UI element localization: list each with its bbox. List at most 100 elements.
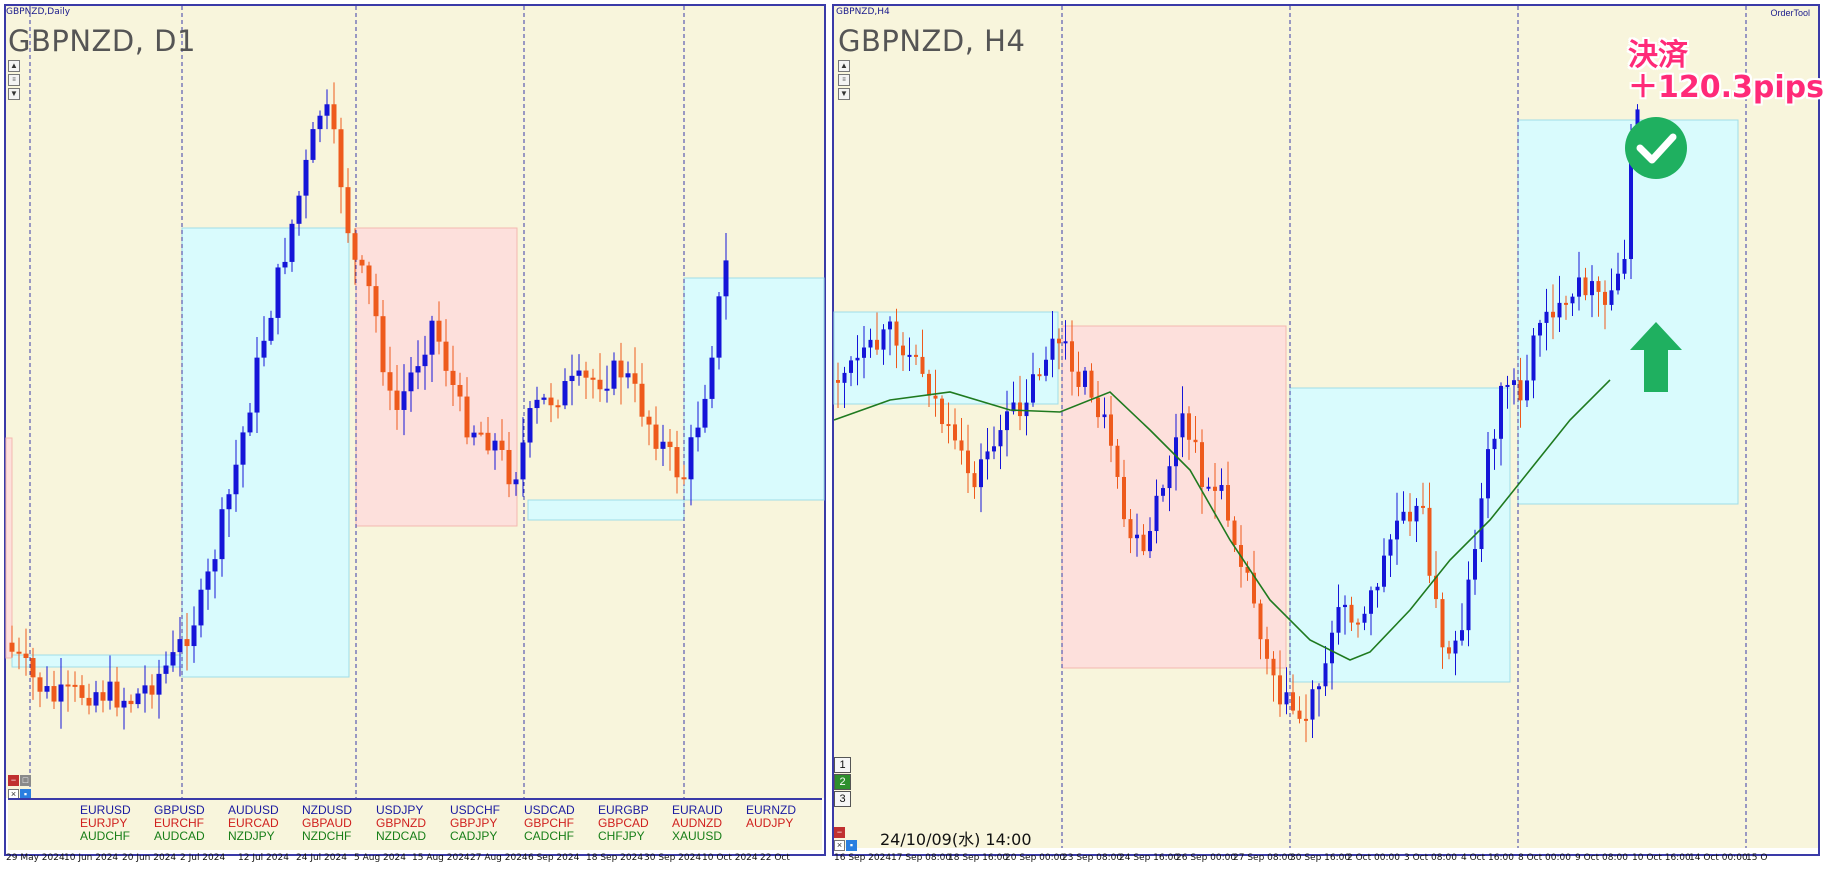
symbol-link-eurgbp[interactable]: EURGBP bbox=[598, 803, 649, 817]
time-axis-label: 24 Jul 2024 bbox=[296, 853, 347, 863]
candle-body bbox=[1187, 413, 1191, 440]
candle-body bbox=[30, 658, 36, 678]
candle-body bbox=[548, 397, 554, 406]
symbol-link-gbpnzd[interactable]: GBPNZD bbox=[376, 816, 427, 830]
candle-body bbox=[282, 261, 288, 268]
candle-body bbox=[16, 651, 22, 654]
candle-body bbox=[1395, 520, 1399, 540]
symbol-column: EURGBP GBPCAD CHFJPY bbox=[598, 804, 649, 843]
symbol-title: GBPNZD, D1 bbox=[8, 24, 196, 58]
candle-body bbox=[1609, 290, 1614, 305]
scroll-down-icon[interactable]: ▼ bbox=[838, 88, 850, 100]
candle-body bbox=[1310, 689, 1315, 720]
time-axis-label: 15 Aug 2024 bbox=[412, 853, 470, 863]
candle-body bbox=[979, 459, 983, 488]
timeframe-button-1[interactable]: 1 bbox=[834, 757, 851, 773]
timeframe-button-3[interactable]: 3 bbox=[834, 791, 851, 807]
candle-body bbox=[310, 129, 316, 160]
candle-body bbox=[233, 464, 239, 495]
scale-fix-icon[interactable]: ≡ bbox=[8, 74, 20, 86]
close-icon[interactable]: × bbox=[834, 840, 845, 851]
timeframe-button-2[interactable]: 2 bbox=[834, 774, 851, 790]
symbol-link-usdjpy[interactable]: USDJPY bbox=[376, 803, 424, 817]
candle-body bbox=[37, 677, 43, 692]
candle-body bbox=[79, 685, 85, 698]
symbol-link-gbpusd[interactable]: GBPUSD bbox=[154, 803, 205, 817]
scroll-up-icon[interactable]: ▲ bbox=[838, 60, 850, 72]
candle-body bbox=[646, 416, 652, 425]
symbol-link-audusd[interactable]: AUDUSD bbox=[228, 803, 279, 817]
candle-body bbox=[1356, 622, 1360, 625]
symbol-link-eurjpy[interactable]: EURJPY bbox=[80, 816, 128, 830]
time-axis-label: 30 Sep 2024 bbox=[644, 853, 702, 863]
symbol-link-cadjpy[interactable]: CADJPY bbox=[450, 829, 498, 843]
symbol-link-audchf[interactable]: AUDCHF bbox=[80, 829, 130, 843]
candle-body bbox=[429, 320, 435, 355]
symbol-column: USDCHF GBPJPY CADJPY bbox=[450, 804, 500, 843]
time-axis-label: 14 Oct 00:00 bbox=[1689, 853, 1748, 863]
candle-body bbox=[1362, 613, 1367, 623]
candle-body bbox=[927, 373, 931, 396]
scale-fix-icon[interactable]: ≡ bbox=[838, 74, 850, 86]
symbol-link-eurcad[interactable]: EURCAD bbox=[228, 816, 279, 830]
scroll-up-icon[interactable]: ▲ bbox=[8, 60, 20, 72]
chart-window-h4[interactable]: GBPNZD,H4 OrderTool GBPNZD, H4 ▲ ≡ ▼ 1 2… bbox=[830, 0, 1824, 873]
minimize-icon[interactable]: − bbox=[834, 827, 845, 838]
candle-body bbox=[1570, 296, 1575, 304]
symbol-link-euraud[interactable]: EURAUD bbox=[672, 803, 723, 817]
candle-body bbox=[1109, 414, 1113, 446]
order-tool-label[interactable]: OrderTool bbox=[1770, 8, 1810, 18]
symbol-link-chfjpy[interactable]: CHFJPY bbox=[598, 829, 645, 843]
candle-body bbox=[1492, 438, 1497, 450]
symbol-link-xauusd[interactable]: XAUUSD bbox=[672, 829, 723, 843]
settings-icon[interactable]: ▪ bbox=[846, 840, 857, 851]
chart-canvas-h4[interactable] bbox=[830, 0, 1824, 873]
candle-body bbox=[177, 639, 183, 653]
symbol-link-nzdjpy[interactable]: NZDJPY bbox=[228, 829, 275, 843]
candle-body bbox=[972, 473, 977, 488]
symbol-title: GBPNZD, H4 bbox=[838, 24, 1026, 58]
symbol-link-audnzd[interactable]: AUDNZD bbox=[672, 816, 722, 830]
settlement-pips: ＋120.3pips bbox=[1628, 70, 1824, 105]
minimize-icon[interactable]: − bbox=[8, 775, 19, 786]
symbol-link-usdcad[interactable]: USDCAD bbox=[524, 803, 575, 817]
candle-body bbox=[107, 681, 113, 701]
symbol-link-usdchf[interactable]: USDCHF bbox=[450, 803, 500, 817]
candle-body bbox=[1226, 485, 1230, 521]
candle-body bbox=[723, 260, 729, 297]
candle-body bbox=[324, 104, 330, 116]
symbol-link-nzdusd[interactable]: NZDUSD bbox=[302, 803, 352, 817]
symbol-link-nzdchf[interactable]: NZDCHF bbox=[302, 829, 352, 843]
candle-body bbox=[352, 233, 358, 260]
chart-window-daily[interactable]: GBPNZD,Daily GBPNZD, D1 ▲ ≡ ▼ − □ × ▪ EURU… bbox=[0, 0, 828, 873]
symbol-link-eurusd[interactable]: EURUSD bbox=[80, 803, 131, 817]
time-axis-label: 10 Oct 2024 bbox=[702, 853, 758, 863]
scroll-down-icon[interactable]: ▼ bbox=[8, 88, 20, 100]
candle-body bbox=[1512, 380, 1516, 385]
candle-body bbox=[100, 692, 106, 701]
symbol-link-eurnzd[interactable]: EURNZD bbox=[746, 803, 796, 817]
symbol-link-cadchf[interactable]: CADCHF bbox=[524, 829, 574, 843]
candle-body bbox=[275, 267, 281, 318]
candle-body bbox=[1304, 718, 1308, 721]
symbol-link-gbpjpy[interactable]: GBPJPY bbox=[450, 816, 498, 830]
symbol-link-gbpaud[interactable]: GBPAUD bbox=[302, 816, 352, 830]
restore-icon[interactable]: □ bbox=[20, 775, 31, 786]
candle-body bbox=[604, 388, 610, 391]
symbol-link-gbpcad[interactable]: GBPCAD bbox=[598, 816, 649, 830]
time-axis-label: 4 Oct 16:00 bbox=[1461, 853, 1514, 863]
chart-canvas-daily[interactable] bbox=[0, 0, 828, 873]
candle-body bbox=[268, 317, 274, 341]
zone-red bbox=[5, 437, 13, 659]
symbol-link-nzdcad[interactable]: NZDCAD bbox=[376, 829, 426, 843]
candle-body bbox=[1102, 414, 1107, 418]
settlement-annotation: 決済 ＋120.3pips bbox=[1628, 40, 1824, 104]
symbol-link-audcad[interactable]: AUDCAD bbox=[154, 829, 205, 843]
symbol-link-gbpchf[interactable]: GBPCHF bbox=[524, 816, 575, 830]
candle-body bbox=[1213, 486, 1217, 491]
symbol-link-eurchf[interactable]: EURCHF bbox=[154, 816, 204, 830]
candle-body bbox=[1603, 291, 1607, 305]
settings-icon[interactable]: ▪ bbox=[20, 789, 31, 800]
candle-body bbox=[849, 360, 853, 373]
symbol-link-audjpy[interactable]: AUDJPY bbox=[746, 816, 794, 830]
